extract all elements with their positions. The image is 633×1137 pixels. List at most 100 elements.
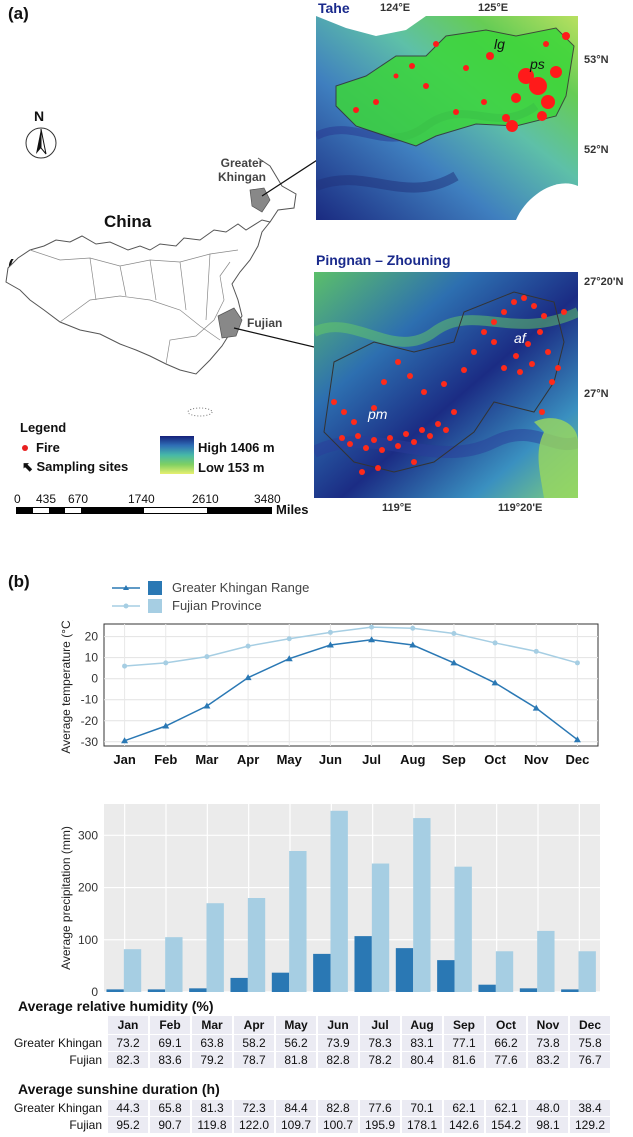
temp-point: [244, 674, 252, 681]
temp-point: [491, 679, 499, 686]
temp-xtick-label: Dec: [565, 752, 589, 767]
table-header-cell: Oct: [486, 1016, 526, 1034]
fujian-label: Fujian: [247, 316, 283, 330]
panel-a-label: (a): [8, 4, 29, 23]
temp-point: [574, 660, 580, 666]
temp-point: [203, 702, 211, 709]
elevation-high: High 1406 m: [198, 440, 275, 455]
scale-bar: 0 435 670 1740 2610 3480: [14, 492, 281, 506]
temp-ytick-label: 20: [85, 630, 99, 644]
table-cell: 70.1: [402, 1099, 442, 1116]
table-row-label: Greater Khingan: [13, 1035, 102, 1050]
table-cell: 122.0: [234, 1116, 274, 1133]
precip-bar: [413, 818, 431, 992]
table-header-cell: Nov: [528, 1016, 568, 1034]
fire-points-bottom: [331, 295, 567, 475]
table-cell: 119.8: [192, 1116, 232, 1133]
temp-ylabel: Average temperature (°C): [59, 620, 73, 754]
table-cell: 73.9: [318, 1034, 358, 1051]
temp-ytick-label: 10: [85, 651, 99, 665]
table-cell: 65.8: [150, 1099, 190, 1116]
table-cell: 58.2: [234, 1034, 274, 1051]
elevation-low: Low 153 m: [198, 460, 265, 475]
precip-bar: [189, 988, 207, 992]
table-cell: 82.8: [318, 1099, 358, 1116]
china-outline-map: [5, 157, 297, 417]
north-label: N: [34, 108, 45, 124]
table-cell: 98.1: [528, 1116, 568, 1133]
table-header-cell: Jul: [360, 1016, 400, 1034]
precip-bar: [354, 936, 372, 992]
map-top-lat-2: 52°N: [584, 144, 609, 156]
temp-ytick-label: -20: [81, 714, 99, 728]
precip-bar: [437, 960, 455, 992]
north-arrow-icon: N: [24, 108, 58, 164]
table-cell: 63.8: [192, 1034, 232, 1051]
temp-point: [492, 640, 498, 646]
table-header-cell: Apr: [234, 1016, 274, 1034]
table-cell: 81.3: [192, 1099, 232, 1116]
site-pm: pm: [368, 406, 388, 422]
site-ps: ps: [530, 56, 545, 72]
table-cell: 56.2: [276, 1034, 316, 1051]
precip-bar: [478, 984, 496, 992]
humidity-title: Average relative humidity (%): [18, 998, 214, 1014]
precip-bar: [230, 977, 248, 992]
table-cell: 81.8: [276, 1051, 316, 1068]
map-bottom-lat-1: 27°20'N: [584, 276, 624, 288]
table-header-cell: Jun: [318, 1016, 358, 1034]
precip-bar: [454, 866, 472, 992]
table-cell: 100.7: [318, 1116, 358, 1133]
temperature-chart: 20 10 0 -10 -20 -30 Jan Feb Mar Apr May Jun Jul Aug Se…: [59, 620, 599, 767]
table-cell: 95.2: [108, 1116, 148, 1133]
table-cell: 73.8: [528, 1034, 568, 1051]
table-cell: 178.1: [402, 1116, 442, 1133]
precip-bar: [495, 951, 514, 992]
table-cell: 78.2: [360, 1051, 400, 1068]
table-cell: 77.1: [444, 1034, 484, 1051]
temp-ytick-label: -10: [81, 693, 99, 707]
table-cell: 83.1: [402, 1034, 442, 1051]
table-cell: 38.4: [570, 1099, 610, 1116]
table-cell: 83.2: [528, 1051, 568, 1068]
precip-bar: [519, 988, 538, 992]
table-cell: 195.9: [360, 1116, 400, 1133]
table-cell: 79.2: [192, 1051, 232, 1068]
table-cell: 62.1: [486, 1099, 526, 1116]
temp-plot-area: [103, 623, 599, 747]
temp-series-line: [124, 639, 578, 742]
table-row: Greater Khingan 44.3 65.8 81.3 72.3 84.4 82.8 7…: [8, 1099, 628, 1116]
precip-bar: [106, 989, 124, 992]
temp-point: [409, 641, 417, 648]
fujian-swatch: [148, 598, 162, 613]
table-cell: 66.2: [486, 1034, 526, 1051]
table-cell: 78.7: [234, 1051, 274, 1068]
temp-point: [573, 736, 581, 743]
table-cell: 73.2: [108, 1034, 148, 1051]
temp-point: [121, 737, 129, 744]
table-cell: 76.7: [570, 1051, 610, 1068]
map-top-lon-1: 124°E: [380, 2, 411, 14]
table-cell: 78.3: [360, 1034, 400, 1051]
precip-bar: [578, 951, 596, 992]
table-header-cell: Jan: [108, 1016, 148, 1034]
precip-bar: [123, 949, 142, 992]
map-top-lat-1: 53°N: [584, 54, 609, 66]
sunshine-table: Greater Khingan 44.3 65.8 81.3 72.3 84.4 82.8 7…: [8, 1099, 628, 1133]
legend-khingan: Greater Khingan Range: [112, 580, 309, 595]
temp-point: [369, 624, 375, 630]
table-row: Fujian 82.3 83.6 79.2 78.7 81.8 82.8 78.2 80.4 81…: [8, 1051, 628, 1068]
map-bottom-lat-2: 27°N: [584, 388, 609, 400]
precip-bar: [395, 948, 414, 992]
temp-xtick-label: Aug: [400, 752, 425, 767]
table-header-cell: Dec: [570, 1016, 610, 1034]
khingan-line-icon: [112, 584, 140, 590]
table-row: Greater Khingan 73.2 69.1 63.8 58.2 56.2 73.9 7…: [8, 1034, 628, 1051]
temp-series-line: [124, 626, 578, 667]
temp-point: [162, 722, 170, 729]
temp-point: [327, 629, 333, 635]
map-top-lon-2: 125°E: [478, 2, 509, 14]
precip-ytick-label: 100: [78, 933, 98, 947]
temp-point: [450, 659, 458, 666]
table-header-cell: Sep: [444, 1016, 484, 1034]
